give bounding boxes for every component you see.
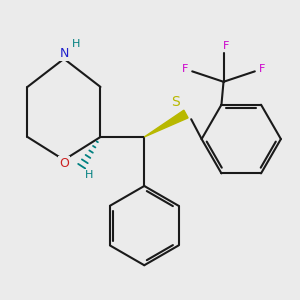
Text: H: H [85,169,93,179]
Text: O: O [59,157,69,169]
Text: S: S [171,94,180,109]
Text: F: F [259,64,265,74]
Polygon shape [144,110,188,137]
Text: F: F [222,41,229,51]
Text: H: H [72,39,81,49]
Text: N: N [59,47,69,60]
Text: F: F [182,64,188,74]
